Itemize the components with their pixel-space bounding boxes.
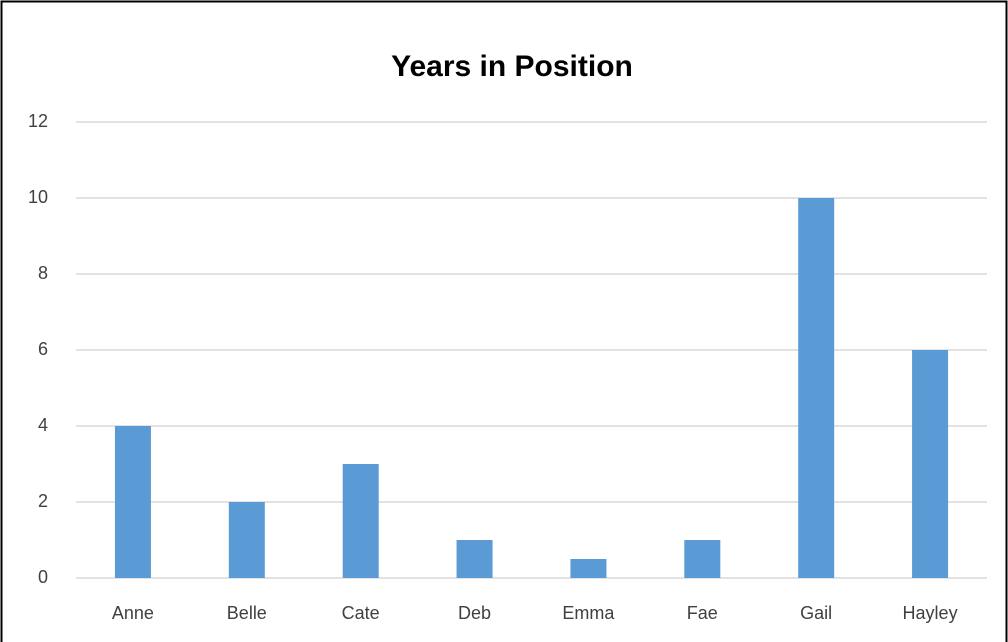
x-tick-label: Hayley <box>903 603 958 623</box>
x-tick-label: Fae <box>687 603 718 623</box>
bar <box>114 426 151 578</box>
bar <box>912 350 949 578</box>
y-tick-label: 4 <box>38 415 48 435</box>
x-tick-label: Emma <box>562 603 615 623</box>
x-tick-label: Deb <box>458 603 491 623</box>
y-tick-label: 12 <box>28 111 48 131</box>
bar <box>798 198 835 578</box>
x-tick-label: Anne <box>112 603 154 623</box>
x-tick-label: Belle <box>227 603 267 623</box>
y-tick-label: 6 <box>38 339 48 359</box>
x-tick-label: Gail <box>800 603 832 623</box>
chart-title: Years in Position <box>391 50 633 83</box>
bar <box>456 540 493 578</box>
bar <box>342 464 379 578</box>
y-tick-label: 10 <box>28 187 48 207</box>
x-tick-label: Cate <box>342 603 380 623</box>
y-tick-label: 2 <box>38 491 48 511</box>
bar <box>228 502 265 578</box>
bar <box>684 540 721 578</box>
bar <box>570 559 607 578</box>
y-tick-label: 8 <box>38 263 48 283</box>
y-tick-label: 0 <box>38 567 48 587</box>
